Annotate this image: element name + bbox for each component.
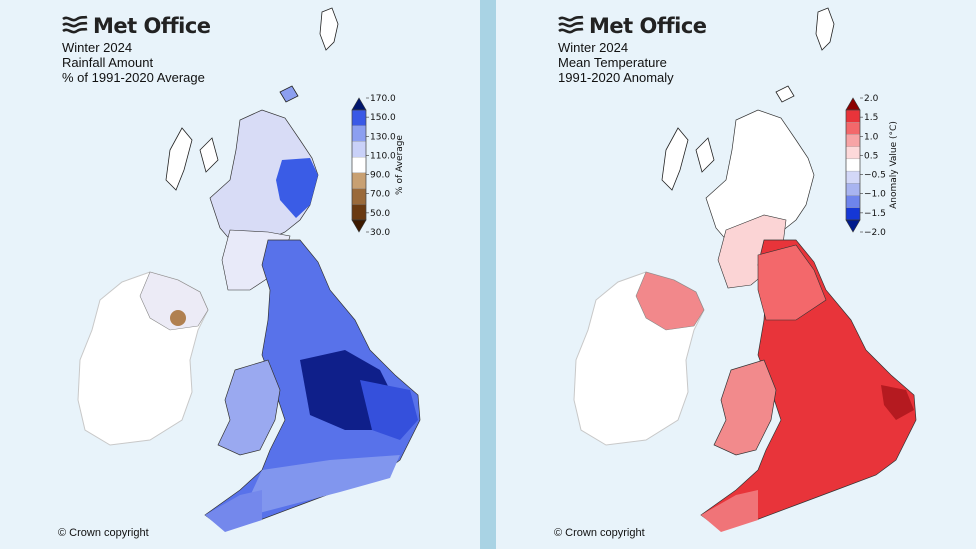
southwest-peninsula bbox=[701, 490, 758, 532]
colorbar-tick-label: 30.0 bbox=[370, 228, 390, 238]
colorbar-segment bbox=[351, 156, 367, 174]
east-anglia-warmest bbox=[881, 385, 914, 420]
northern-ireland bbox=[635, 271, 705, 331]
colorbar-tick-label: 1.5 bbox=[864, 113, 878, 123]
colorbar-tick-label: −0.5 bbox=[864, 171, 886, 181]
orkney bbox=[279, 85, 299, 103]
colorbar-segment bbox=[351, 125, 367, 142]
colorbar-extend-bottom bbox=[351, 219, 367, 233]
title-line: Rainfall Amount bbox=[62, 55, 154, 70]
skye bbox=[199, 137, 219, 173]
colorbar-tick-label: 70.0 bbox=[370, 190, 390, 200]
brand-name: Met Office bbox=[589, 14, 707, 38]
temperature-colorbar: 2.0 1.5 1.0 0.5 −0.5 −1.0 −1.5 −2.0 Anomaly Valu… bbox=[845, 94, 899, 238]
met-office-logo: Met Office bbox=[62, 14, 211, 38]
title-line: 1991-2020 Anomaly bbox=[558, 70, 674, 85]
shetland bbox=[815, 7, 835, 51]
title-line: Winter 2024 bbox=[558, 40, 629, 55]
met-office-wave-icon bbox=[558, 15, 584, 34]
colorbar-segment bbox=[845, 109, 861, 123]
colorbar-segment bbox=[845, 183, 861, 196]
colorbar-segment bbox=[845, 122, 861, 135]
brand-name: Met Office bbox=[93, 14, 211, 38]
southwest-peninsula bbox=[205, 490, 262, 532]
colorbar-segment bbox=[845, 195, 861, 208]
lough-neagh-dry-patch bbox=[170, 310, 186, 326]
western-isles bbox=[165, 127, 193, 191]
skye bbox=[695, 137, 715, 173]
met-office-wave-icon bbox=[62, 15, 88, 34]
map-title-block: Winter 2024 Mean Temperature 1991-2020 A… bbox=[558, 40, 674, 85]
colorbar-frame bbox=[845, 109, 861, 221]
colorbar-segment bbox=[845, 134, 861, 147]
copyright-notice: © Crown copyright bbox=[58, 527, 149, 539]
colorbar-segment bbox=[351, 141, 367, 158]
northern-england bbox=[757, 244, 827, 321]
colorbar-tick-label: 2.0 bbox=[864, 94, 879, 104]
rainfall-colorbar: 170.0 150.0 130.0 110.0 90.0 70.0 50.0 30.0 % of… bbox=[351, 94, 405, 238]
colorbar-segment bbox=[845, 146, 861, 160]
colorbar-segment bbox=[351, 188, 367, 205]
colorbar-extend-top bbox=[351, 97, 367, 111]
england-east bbox=[360, 380, 418, 440]
colorbar-tick-label: −1.5 bbox=[864, 209, 886, 219]
wales bbox=[713, 359, 777, 456]
colorbar-axis-label: % of Average bbox=[395, 135, 405, 195]
colorbar-segment bbox=[351, 204, 367, 221]
colorbar-segment bbox=[845, 170, 861, 184]
temperature-map: 2.0 1.5 1.0 0.5 −0.5 −1.0 −1.5 −2.0 Anomaly Valu… bbox=[573, 7, 917, 532]
western-isles bbox=[661, 127, 689, 191]
colorbar-frame bbox=[351, 109, 367, 221]
title-line: Winter 2024 bbox=[62, 40, 133, 55]
colorbar-tick-label: −2.0 bbox=[864, 228, 886, 238]
colorbar-segment bbox=[845, 158, 861, 172]
colorbar-tick-label: 0.5 bbox=[864, 151, 878, 161]
colorbar-segment bbox=[351, 109, 367, 126]
colorbar-tick-label: 110.0 bbox=[370, 151, 396, 161]
map-title-block: Winter 2024 Rainfall Amount % of 1991-20… bbox=[62, 40, 205, 85]
northern-ireland bbox=[139, 271, 209, 331]
copyright-notice: © Crown copyright bbox=[554, 527, 645, 539]
colorbar-tick-label: 170.0 bbox=[370, 94, 396, 104]
colorbar-axis-label: Anomaly Value (°C) bbox=[889, 121, 899, 209]
colorbar-tick-label: 130.0 bbox=[370, 132, 396, 142]
title-line: Mean Temperature bbox=[558, 55, 667, 70]
colorbar-extend-top bbox=[845, 97, 861, 111]
rainfall-map: 170.0 150.0 130.0 110.0 90.0 70.0 50.0 30.0 % of… bbox=[77, 7, 421, 532]
temperature-map-panel: 2.0 1.5 1.0 0.5 −0.5 −1.0 −1.5 −2.0 Anomaly Valu… bbox=[496, 0, 976, 549]
colorbar-segment bbox=[845, 207, 861, 221]
scotland-east-wet bbox=[276, 158, 318, 218]
colorbar-segment bbox=[351, 172, 367, 189]
met-office-logo: Met Office bbox=[558, 14, 707, 38]
colorbar-tick-label: 150.0 bbox=[370, 113, 396, 123]
colorbar-tick-label: 90.0 bbox=[370, 171, 390, 181]
england-south bbox=[240, 455, 400, 518]
orkney bbox=[775, 85, 795, 103]
colorbar-tick-label: −1.0 bbox=[864, 190, 886, 200]
wales bbox=[217, 359, 281, 456]
title-line: % of 1991-2020 Average bbox=[62, 70, 205, 85]
rainfall-map-panel: 170.0 150.0 130.0 110.0 90.0 70.0 50.0 30.0 % of… bbox=[0, 0, 480, 549]
shetland bbox=[319, 7, 339, 51]
colorbar-tick-label: 1.0 bbox=[864, 132, 879, 142]
colorbar-extend-bottom bbox=[845, 219, 861, 233]
colorbar-tick-label: 50.0 bbox=[370, 209, 390, 219]
